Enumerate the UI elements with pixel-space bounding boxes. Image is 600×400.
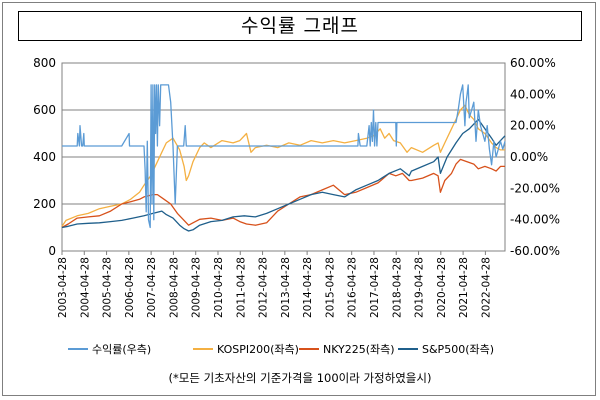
x-tick-label: 2004-04-28 [79,257,91,318]
chart-frame [2,2,596,396]
right-tick-label: -60.00% [510,244,560,258]
x-tick-label: 2022-04-28 [480,257,492,318]
x-tick-label: 2007-04-28 [146,257,158,318]
x-tick-label: 2015-04-28 [324,257,336,318]
x-tick-label: 2005-04-28 [102,257,114,318]
x-tick-label: 2008-04-28 [168,257,180,318]
x-tick-label: 2003-04-28 [57,257,69,318]
x-tick-label: 2019-04-28 [414,257,426,318]
right-tick-label: 40.00% [510,87,556,101]
left-tick-label: 600 [33,103,56,117]
legend-label-1: KOSPI200(좌측) [217,343,299,356]
x-tick-label: 2011-04-28 [235,257,247,318]
right-tick-label: -20.00% [510,181,560,195]
left-tick-label: 800 [33,56,56,70]
right-tick-label: -40.00% [510,213,560,227]
right-tick-label: 0.00% [510,150,548,164]
plot-area [61,62,506,252]
chart-note: (*모든 기초자산의 기준가격을 100이라 가정하였을시) [168,371,432,385]
series-line-3 [61,118,506,232]
legend-label-2: NKY225(좌측) [323,343,395,356]
legend-label-0: 수익률(우측) [92,343,151,356]
legend-label-3: S&P500(좌측) [422,343,494,356]
x-tick-label: 2020-04-28 [436,257,448,318]
x-tick-label: 2018-04-28 [391,257,403,318]
x-tick-label: 2016-04-28 [347,257,359,318]
x-tick-label: 2013-04-28 [280,257,292,318]
x-tick-label: 2017-04-28 [369,257,381,318]
x-tick-label: 2021-04-28 [458,257,470,318]
x-tick-label: 2012-04-28 [258,257,270,318]
x-tick-label: 2006-04-28 [124,257,136,318]
series-line-2 [61,158,505,229]
right-tick-label: 60.00% [510,56,556,70]
series-line-0 [62,84,506,229]
x-tick-label: 2009-04-28 [191,257,203,318]
left-tick-label: 200 [33,197,56,211]
chart-title: 수익률 그래프 [18,11,582,41]
x-tick-label: 2010-04-28 [213,257,225,318]
left-tick-label: 0 [48,244,56,258]
right-tick-label: 20.00% [510,119,556,133]
x-tick-label: 2014-04-28 [302,257,314,318]
left-tick-label: 400 [33,150,56,164]
